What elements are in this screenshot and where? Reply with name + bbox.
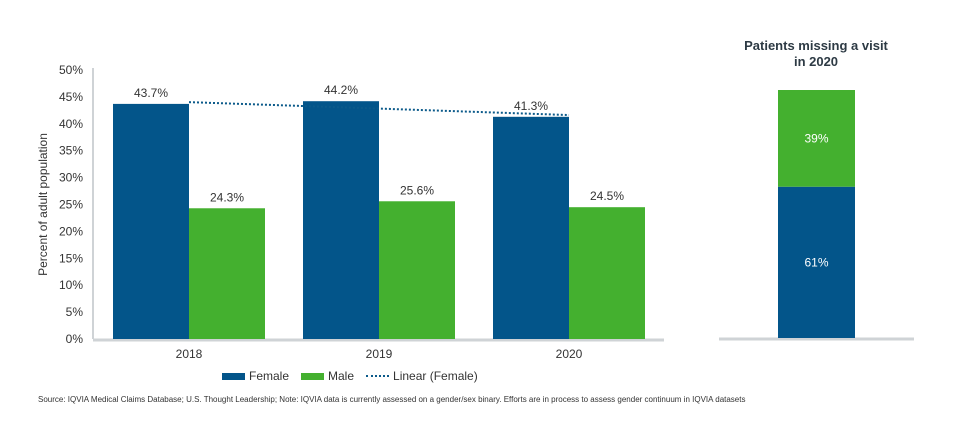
legend-label-female: Female [249, 369, 290, 383]
stacked-segment-female [778, 186, 855, 338]
y-tick-label: 45% [59, 90, 83, 104]
stacked-label-male: 39% [804, 131, 828, 145]
grouped-bar-chart: 0% 5% 10% 15% 20% 25% 30% 35% 40% 45% 50% Percent o… [36, 63, 664, 361]
chart-legend: Female Male Linear (Female) [222, 369, 490, 383]
legend-label-linear-female: Linear (Female) [393, 369, 478, 383]
bar-male-2020 [569, 207, 645, 339]
y-tick-label: 20% [59, 224, 83, 238]
y-tick-label: 25% [59, 198, 83, 212]
x-tick-label-2019: 2019 [366, 347, 393, 361]
bar-male-2018 [189, 208, 265, 339]
y-tick-label: 15% [59, 251, 83, 265]
legend-item-linear-female: Linear (Female) [366, 369, 478, 383]
source-note: Source: IQVIA Medical Claims Database; U… [38, 395, 746, 404]
y-tick-label: 50% [59, 63, 83, 77]
legend-dotted-line [366, 375, 390, 377]
stacked-label-female: 61% [804, 255, 828, 269]
legend-item-male: Male [301, 369, 354, 383]
data-label-female-2020: 41.3% [514, 99, 548, 113]
trendline-linear-female [188, 101, 570, 117]
data-label-male-2020: 24.5% [590, 189, 624, 203]
bar-female-2019 [303, 101, 379, 339]
y-tick-label: 30% [59, 171, 83, 185]
stacked-chart-title-line-2: in 2020 [794, 54, 838, 69]
bar-male-2019 [379, 201, 455, 339]
legend-item-female: Female [222, 369, 289, 383]
y-tick-label: 40% [59, 117, 83, 131]
stacked-chart-title-line-1: Patients missing a visit [744, 38, 888, 53]
data-label-male-2018: 24.3% [210, 190, 244, 204]
x-tick-label-2020: 2020 [556, 347, 583, 361]
legend-label-male: Male [328, 369, 355, 383]
y-axis-title: Percent of adult population [36, 133, 50, 276]
y-tick-label: 35% [59, 144, 83, 158]
bar-female-2018 [113, 103, 189, 339]
x-tick-label-2018: 2018 [176, 347, 203, 361]
bar-female-2020 [493, 116, 569, 339]
legend-swatch-female [222, 372, 245, 380]
data-label-female-2018: 43.7% [134, 86, 168, 100]
y-tick-label: 10% [59, 278, 83, 292]
y-tick-label: 0% [66, 332, 84, 346]
legend-swatch-male [301, 372, 325, 380]
data-label-male-2019: 25.6% [400, 183, 434, 197]
stacked-segment-male [778, 90, 855, 187]
data-label-female-2019: 44.2% [324, 83, 358, 97]
y-tick-label: 5% [66, 305, 84, 319]
